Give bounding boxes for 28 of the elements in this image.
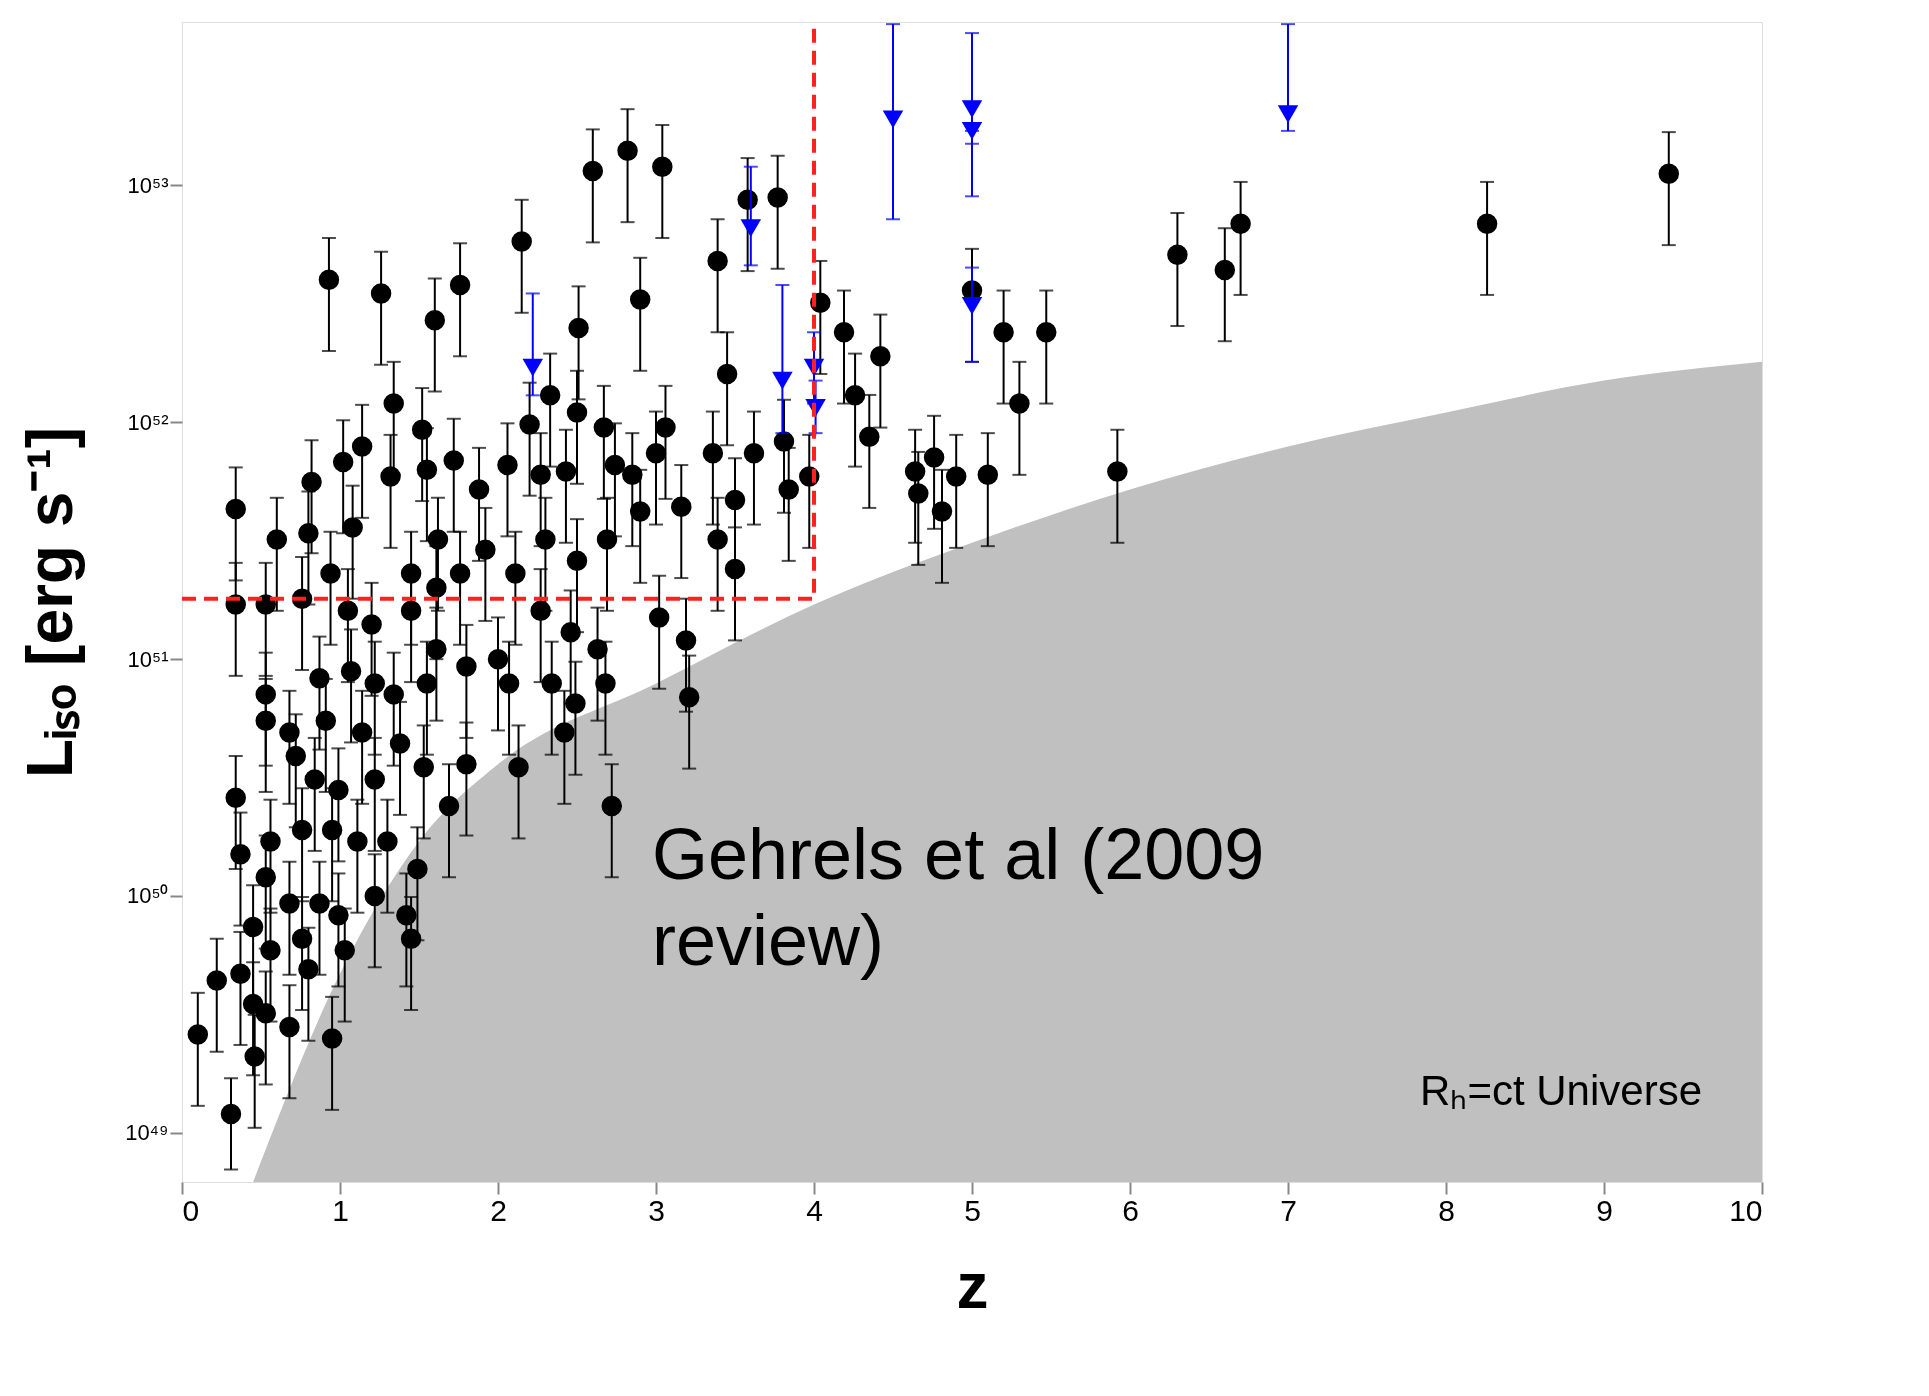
x-tick-label: 8: [1438, 1193, 1455, 1227]
point: [882, 110, 904, 129]
point: [961, 100, 983, 119]
x-tick-label: 2: [490, 1193, 507, 1227]
x-tick-label: 9: [1596, 1193, 1613, 1227]
x-tick-label: 10: [1729, 1193, 1763, 1227]
x-tick-label: 6: [1122, 1193, 1139, 1227]
x-tick-label: 0: [182, 1193, 200, 1227]
point: [1277, 105, 1299, 124]
y-tick-label: 10⁵⁰: [126, 883, 169, 909]
x-tick-label: 1: [332, 1193, 349, 1227]
x-tick-label: 4: [806, 1193, 823, 1227]
y-tick-label: 10⁴⁹: [125, 1120, 169, 1146]
y-axis-title: Lᵢₛₒ [erg s⁻¹]: [14, 426, 87, 779]
x-tick-label: 3: [648, 1193, 665, 1227]
y-tick-label: 10⁵²: [127, 409, 169, 435]
y-tick-label: 10⁵³: [127, 172, 169, 198]
x-axis-title: z: [956, 1249, 989, 1322]
point: [961, 122, 983, 140]
point: [740, 219, 762, 238]
point: [772, 371, 793, 390]
y-tick-label: 10⁵¹: [127, 646, 169, 672]
point: [522, 358, 544, 377]
annotation: Rₕ=ct Universe: [1420, 1067, 1702, 1114]
x-tick-label: 5: [964, 1193, 981, 1227]
annotation: Gehrels et al (2009 review): [652, 814, 1265, 981]
point: [961, 297, 983, 315]
x-tick-label: 7: [1280, 1193, 1297, 1227]
